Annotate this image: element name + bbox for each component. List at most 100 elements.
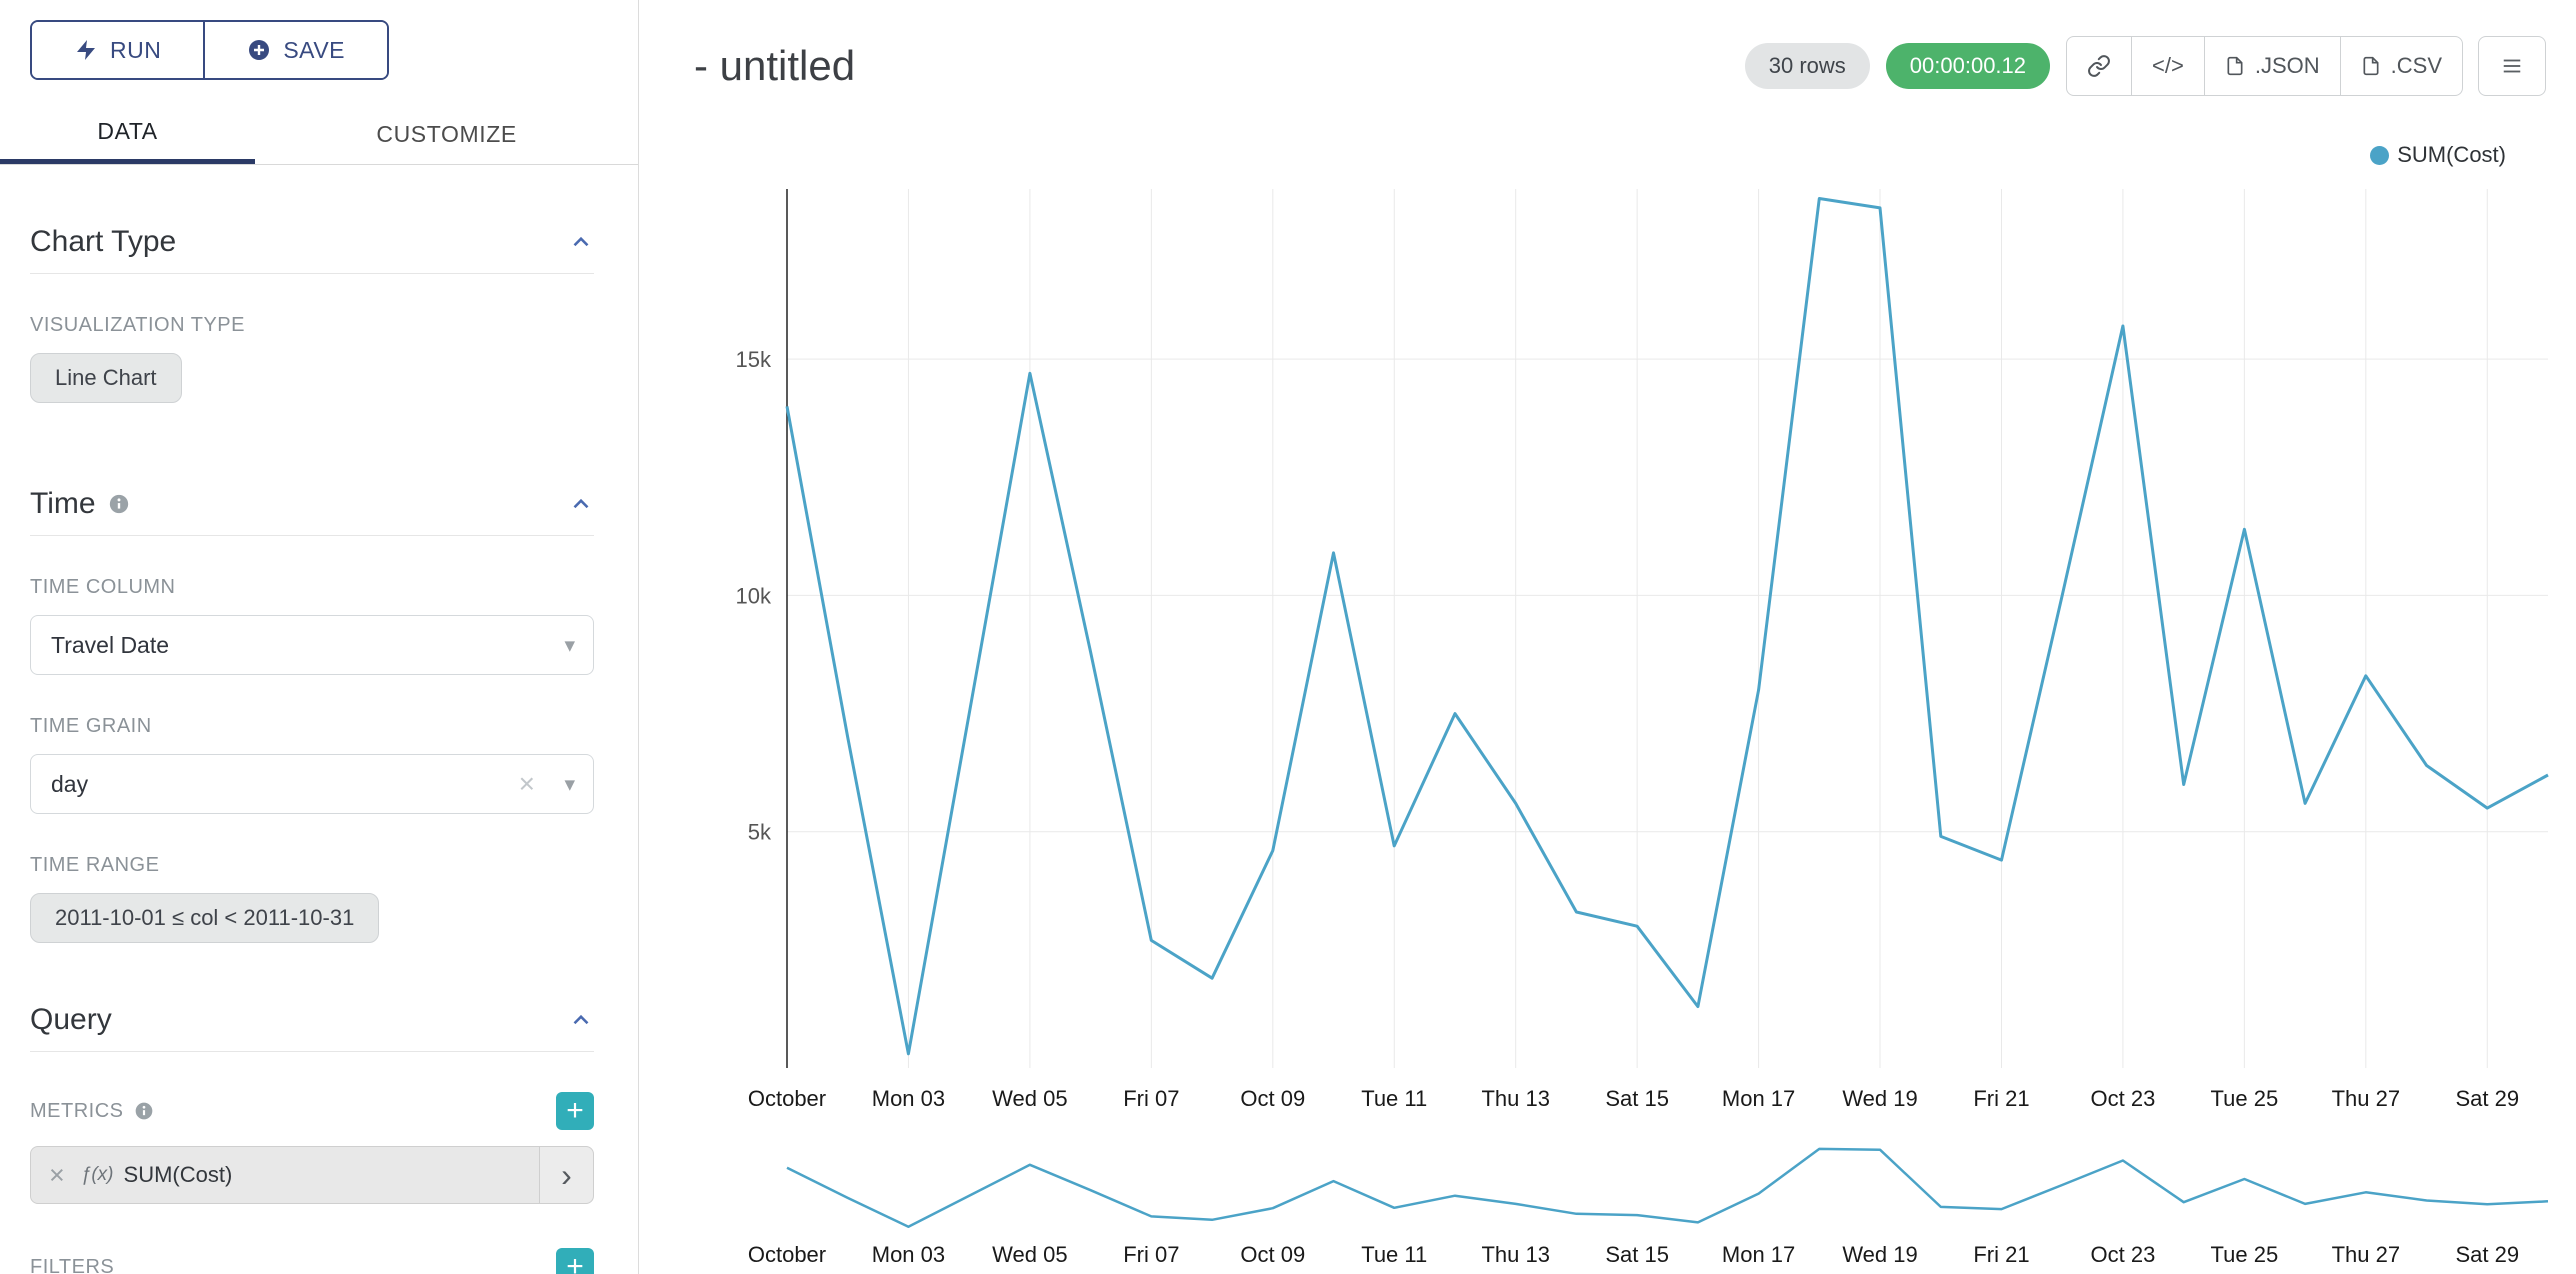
- short-link-button[interactable]: [2066, 36, 2133, 96]
- chevron-down-icon: ▾: [564, 772, 575, 796]
- metrics-label: METRICS: [30, 1099, 124, 1122]
- add-metric-button[interactable]: +: [556, 1092, 594, 1130]
- section-title-time: Time: [30, 487, 96, 520]
- section-query: Query METRICS + × ƒ(x) SUM(Cost) ›: [30, 1003, 594, 1274]
- run-save-group: RUN SAVE: [30, 20, 389, 80]
- x-axis-label: Oct 09: [1240, 1242, 1305, 1267]
- y-axis-label: 5k: [748, 820, 772, 845]
- chevron-up-icon[interactable]: [568, 229, 594, 255]
- tab-data[interactable]: DATA: [0, 104, 256, 164]
- file-icon: [2361, 55, 2381, 77]
- info-icon: [108, 493, 130, 515]
- view-query-button[interactable]: </>: [2131, 36, 2205, 96]
- x-axis-label: Thu 13: [1481, 1242, 1550, 1267]
- time-grain-select[interactable]: day × ▾: [30, 754, 594, 814]
- chart-legend[interactable]: SUM(Cost): [2370, 142, 2506, 168]
- x-axis-label: Fri 07: [1123, 1242, 1179, 1267]
- x-axis-label: Fri 07: [1123, 1086, 1179, 1111]
- hamburger-icon: [2499, 55, 2525, 77]
- chevron-right-icon[interactable]: ›: [539, 1147, 593, 1203]
- x-axis-label: Wed 05: [992, 1086, 1067, 1111]
- metrics-label-row: METRICS +: [30, 1092, 594, 1130]
- export-json-label: .JSON: [2254, 53, 2320, 78]
- x-axis-label: Fri 21: [1973, 1242, 2029, 1267]
- x-axis-label: October: [748, 1242, 826, 1267]
- export-csv-button[interactable]: .CSV: [2339, 36, 2463, 96]
- chevron-up-icon[interactable]: [568, 1007, 594, 1033]
- section-chart-type: Chart Type VISUALIZATION TYPE Line Chart: [30, 225, 594, 403]
- lightning-icon: [74, 38, 98, 62]
- export-button-group: </> .JSON .CSV: [2066, 36, 2463, 96]
- clear-icon[interactable]: ×: [518, 768, 535, 799]
- x-axis-label: October: [748, 1086, 826, 1111]
- x-axis-label: Thu 27: [2332, 1242, 2401, 1267]
- panel-tabs: DATA CUSTOMIZE: [0, 104, 638, 165]
- chart-header-actions: 30 rows 00:00:00.12 </> .JSON: [1744, 36, 2546, 96]
- add-filter-button[interactable]: +: [556, 1248, 594, 1274]
- x-axis-label: Tue 11: [1361, 1086, 1427, 1111]
- run-button[interactable]: RUN: [32, 22, 204, 78]
- x-axis-label: Mon 03: [872, 1086, 945, 1111]
- filters-label-row: FILTERS +: [30, 1248, 594, 1274]
- filters-label: FILTERS: [30, 1255, 115, 1274]
- chevron-up-icon[interactable]: [568, 491, 594, 517]
- x-axis-label: Tue 25: [2211, 1242, 2279, 1267]
- context-brush-chart[interactable]: October Mon 03 Wed 05 Fri 07 Oct 09 Tue 11 Thu…: [640, 1136, 2576, 1274]
- time-column-label: TIME COLUMN: [30, 576, 176, 598]
- x-axis-label: Wed 05: [992, 1242, 1067, 1267]
- viz-type-pill[interactable]: Line Chart: [30, 353, 182, 403]
- metric-item[interactable]: × ƒ(x) SUM(Cost) ›: [30, 1146, 594, 1204]
- query-actions: RUN SAVE: [0, 0, 638, 80]
- plus-circle-icon: [247, 38, 271, 62]
- save-button[interactable]: SAVE: [203, 22, 387, 78]
- x-axis-label: Tue 11: [1361, 1242, 1427, 1267]
- legend-dot-icon: [2370, 145, 2390, 165]
- menu-button[interactable]: [2478, 36, 2546, 96]
- time-column-value: Travel Date: [51, 631, 170, 658]
- tab-customize[interactable]: CUSTOMIZE: [376, 120, 517, 147]
- x-axis-label: Sat 29: [2455, 1086, 2519, 1111]
- time-grain-label: TIME GRAIN: [30, 715, 152, 737]
- context-series-line: [786, 1147, 2549, 1228]
- x-axis-label: Mon 17: [1722, 1242, 1795, 1267]
- x-axis-label: Oct 09: [1240, 1086, 1305, 1111]
- x-axis-label: Thu 13: [1481, 1086, 1550, 1111]
- time-range-label: TIME RANGE: [30, 854, 160, 876]
- x-axis-label: Sat 15: [1605, 1086, 1669, 1111]
- x-axis-label: Thu 27: [2332, 1086, 2401, 1111]
- x-axis-label: Sat 15: [1605, 1242, 1669, 1267]
- code-icon: </>: [2152, 53, 2184, 78]
- divider: [30, 535, 594, 536]
- x-axis-label: Mon 03: [872, 1242, 945, 1267]
- legend-label: SUM(Cost): [2397, 142, 2506, 167]
- metric-name: SUM(Cost): [123, 1162, 233, 1187]
- x-axis-label: Oct 23: [2091, 1086, 2156, 1111]
- chart-title: - untitled: [694, 42, 856, 89]
- divider: [30, 1051, 594, 1052]
- chart-container: - untitled 30 rows 00:00:00.12 </> .JSON: [640, 0, 2576, 1274]
- divider: [30, 273, 594, 274]
- save-button-label: SAVE: [283, 36, 345, 63]
- main-line-chart[interactable]: 5k 10k 15k October Mon 03 Wed 05 Fri 07 Oct 09 T…: [640, 150, 2576, 1130]
- export-json-button[interactable]: .JSON: [2203, 36, 2341, 96]
- remove-metric-icon[interactable]: ×: [49, 1159, 65, 1190]
- section-title-query: Query: [30, 1003, 112, 1036]
- x-axis-label: Tue 25: [2211, 1086, 2279, 1111]
- link-icon: [2087, 54, 2111, 78]
- explore-control-panel: RUN SAVE DATA CUSTOMIZE Chart Type VISUA: [0, 0, 639, 1274]
- viz-type-label: VISUALIZATION TYPE: [30, 314, 245, 336]
- y-axis-label: 15k: [736, 347, 772, 372]
- gridlines: [786, 189, 2548, 1068]
- query-timer-badge: 00:00:00.12: [1885, 43, 2051, 89]
- x-axis-label: Oct 23: [2091, 1242, 2156, 1267]
- x-axis-label: Wed 19: [1842, 1242, 1917, 1267]
- export-csv-label: .CSV: [2390, 53, 2442, 78]
- time-range-pill[interactable]: 2011-10-01 ≤ col < 2011-10-31: [30, 893, 380, 943]
- x-axis-label: Mon 17: [1722, 1086, 1795, 1111]
- chart-header: - untitled 30 rows 00:00:00.12 </> .JSON: [640, 0, 2576, 132]
- time-column-select[interactable]: Travel Date ▾: [30, 615, 594, 675]
- fx-icon: ƒ(x): [80, 1164, 114, 1185]
- row-count-badge: 30 rows: [1744, 43, 1870, 89]
- x-axis-label: Fri 21: [1973, 1086, 2029, 1111]
- y-axis-label: 10k: [736, 583, 772, 608]
